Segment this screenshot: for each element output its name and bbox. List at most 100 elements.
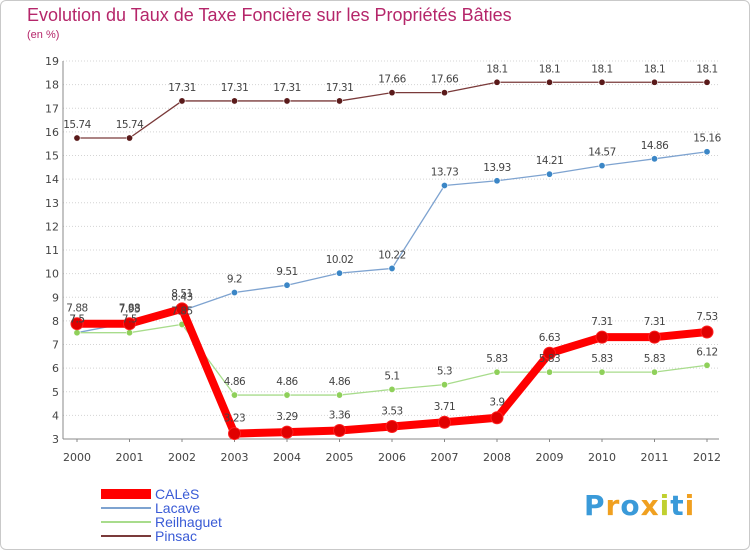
y-tick-label: 14: [45, 173, 59, 186]
y-tick-label: 4: [52, 409, 59, 422]
brand-letter: o: [620, 489, 641, 522]
data-point-reilhaguet: [73, 329, 81, 337]
data-point-cals: [595, 330, 609, 344]
proxiti-logo: Proxiti: [584, 489, 695, 522]
x-tick-label: 2000: [63, 451, 91, 464]
data-point-lacave: [283, 281, 291, 289]
data-point-pinsac: [126, 134, 134, 142]
data-label-reilhaguet: 4.86: [276, 376, 298, 388]
legend-swatch-cales: [101, 489, 151, 499]
data-point-pinsac: [335, 97, 343, 105]
brand-letter: i: [684, 489, 696, 522]
data-point-cals: [438, 415, 451, 429]
data-label-pinsac: 17.31: [221, 82, 249, 94]
data-label-cals: 3.23: [224, 413, 245, 425]
data-label-pinsac: 17.31: [273, 82, 301, 94]
data-point-reilhaguet: [545, 368, 553, 376]
unit-label: (en %): [27, 29, 60, 41]
data-point-pinsac: [493, 78, 501, 86]
data-label-cals: 8.51: [171, 288, 192, 300]
data-label-reilhaguet: 5.83: [486, 353, 507, 365]
y-tick-label: 16: [45, 126, 59, 139]
legend: CALèS Lacave Reilhaguet Pinsac: [101, 487, 222, 543]
x-tick-label: 2001: [116, 451, 144, 464]
data-label-pinsac: 17.66: [378, 74, 406, 86]
data-point-reilhaguet: [283, 391, 291, 399]
x-tick-label: 2011: [641, 451, 669, 464]
data-point-lacave: [493, 177, 501, 185]
data-label-reilhaguet: 5.83: [644, 353, 665, 365]
data-label-cals: 3.29: [276, 411, 297, 423]
data-label-lacave: 7.93: [119, 304, 140, 316]
legend-swatch-pinsac: [101, 535, 151, 537]
data-label-lacave: 13.73: [431, 167, 459, 179]
legend-swatch-reilhaguet: [101, 521, 151, 523]
data-point-pinsac: [545, 78, 553, 86]
data-label-pinsac: 15.74: [116, 119, 144, 131]
legend-label-reilhaguet: Reilhaguet: [155, 514, 222, 530]
data-point-lacave: [231, 289, 239, 297]
x-tick-label: 2002: [168, 451, 196, 464]
data-point-pinsac: [231, 97, 239, 105]
data-label-reilhaguet: 5.3: [437, 366, 452, 378]
data-point-pinsac: [388, 89, 396, 97]
data-point-lacave: [545, 170, 553, 178]
data-label-lacave: 13.93: [483, 162, 511, 174]
y-tick-label: 13: [45, 197, 59, 210]
data-point-reilhaguet: [703, 361, 711, 369]
data-label-cals: 3.71: [434, 401, 455, 413]
x-tick-label: 2008: [483, 451, 511, 464]
data-label-lacave: 9.2: [227, 274, 242, 286]
y-tick-label: 7: [52, 339, 59, 352]
legend-swatch-lacave: [101, 507, 151, 509]
data-point-lacave: [388, 264, 396, 272]
x-tick-label: 2009: [536, 451, 564, 464]
y-tick-label: 17: [45, 102, 59, 115]
data-label-cals: 3.53: [381, 405, 402, 417]
brand-letter: t: [670, 489, 685, 522]
data-label-lacave: 14.21: [536, 155, 564, 167]
data-label-reilhaguet: 5.83: [539, 353, 560, 365]
x-tick-label: 2010: [588, 451, 616, 464]
data-label-pinsac: 17.31: [326, 82, 354, 94]
data-point-lacave: [598, 162, 606, 170]
y-tick-label: 19: [45, 55, 59, 68]
data-label-lacave: 14.86: [641, 140, 669, 152]
legend-item-cales: CALèS: [101, 487, 222, 501]
x-tick-label: 2007: [431, 451, 459, 464]
data-label-cals: 7.53: [696, 311, 717, 323]
data-label-reilhaguet: 5.83: [591, 353, 612, 365]
data-label-pinsac: 18.1: [591, 63, 612, 75]
data-point-cals: [123, 317, 136, 331]
brand-letter: i: [659, 489, 671, 522]
legend-item-reilhaguet: Reilhaguet: [101, 515, 222, 529]
data-label-pinsac: 18.1: [539, 63, 560, 75]
brand-letter: r: [605, 489, 621, 522]
data-point-cals: [490, 411, 504, 425]
data-label-reilhaguet: 5.1: [384, 370, 399, 382]
data-label-cals: 7.31: [644, 316, 665, 328]
data-label-reilhaguet: 6.12: [696, 346, 717, 358]
data-point-reilhaguet: [231, 391, 239, 399]
y-tick-label: 12: [45, 220, 59, 233]
legend-item-lacave: Lacave: [101, 501, 222, 515]
data-point-reilhaguet: [493, 368, 501, 376]
x-tick-label: 2006: [378, 451, 406, 464]
y-tick-label: 9: [52, 291, 59, 304]
legend-label-lacave: Lacave: [155, 500, 201, 516]
data-label-pinsac: 18.1: [696, 63, 717, 75]
brand-letter: x: [640, 489, 660, 522]
data-label-cals: 7.31: [591, 316, 612, 328]
data-label-lacave: 14.57: [588, 147, 616, 159]
data-label-cals: 3.9: [489, 397, 504, 409]
data-label-reilhaguet: 4.86: [224, 376, 246, 388]
data-point-cals: [648, 330, 661, 344]
data-point-reilhaguet: [388, 385, 396, 393]
data-label-lacave: 8.43: [171, 292, 192, 304]
data-point-pinsac: [283, 97, 291, 105]
data-point-reilhaguet: [440, 381, 448, 389]
data-point-lacave: [440, 182, 448, 190]
data-point-pinsac: [598, 78, 606, 86]
line-chart: 3 4 5 6 7 8 9 10 11 12 13 14 15 16 17 18 19 2000 2001 2002 2…: [45, 55, 722, 464]
